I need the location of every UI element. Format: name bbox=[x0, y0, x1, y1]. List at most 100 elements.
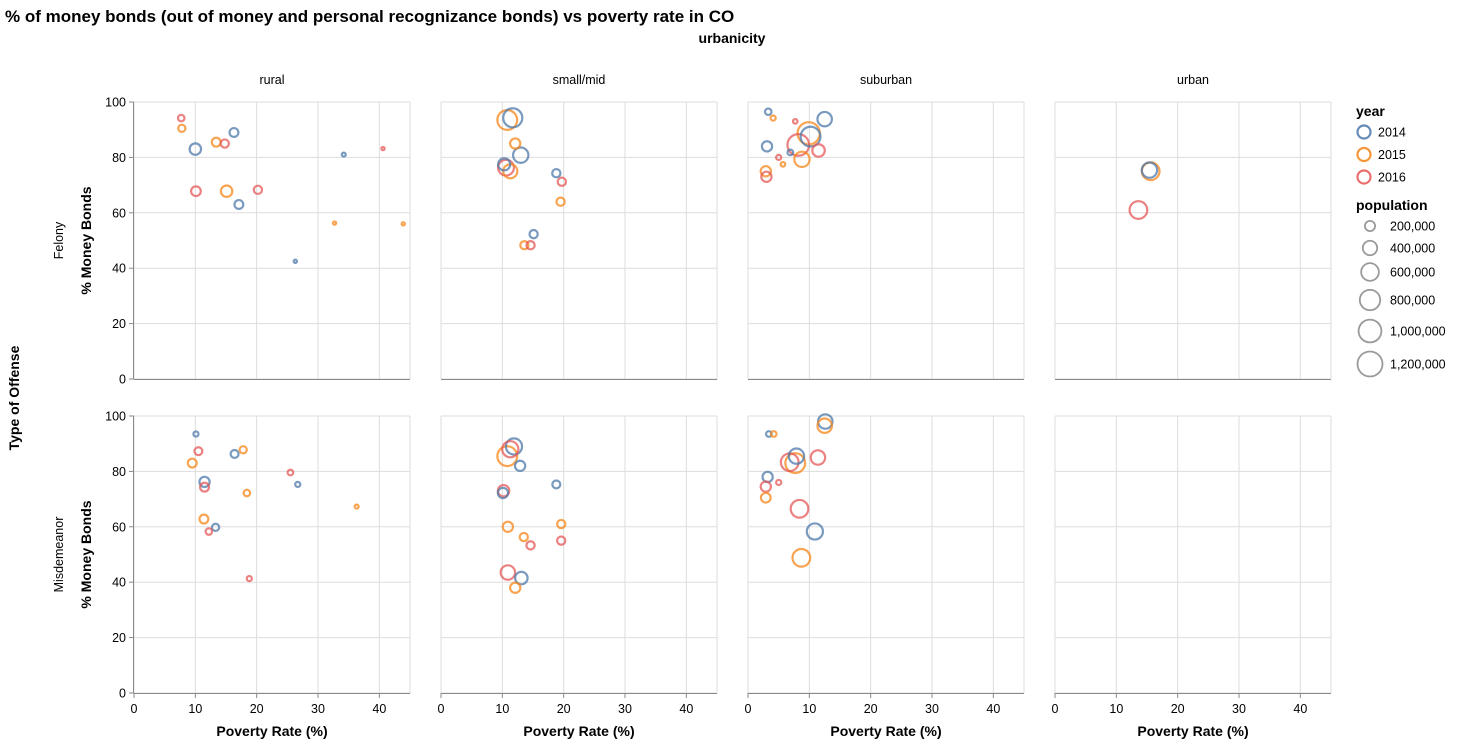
point-2016 bbox=[219, 138, 230, 149]
chart-title: % of money bonds (out of money and perso… bbox=[5, 7, 734, 26]
x-axis-title: Poverty Rate (%) bbox=[523, 723, 634, 739]
y-tick-label: 60 bbox=[112, 206, 126, 220]
point-2014 bbox=[513, 459, 527, 473]
panel-felony-suburban bbox=[747, 101, 1025, 380]
x-tick-label: 10 bbox=[802, 702, 816, 716]
x-tick-label: 0 bbox=[1052, 702, 1059, 716]
legend-size-symbol bbox=[1361, 239, 1379, 257]
column-header-urban: urban bbox=[1177, 73, 1209, 87]
point-2016 bbox=[286, 468, 295, 477]
column-header-small-mid: small/mid bbox=[553, 73, 606, 87]
y-tick-label: 100 bbox=[105, 96, 126, 110]
point-2015 bbox=[238, 445, 248, 455]
row-facet-title: Type of Offense bbox=[6, 345, 22, 450]
point-2016 bbox=[525, 239, 536, 251]
point-2014 bbox=[786, 148, 795, 157]
point-2016 bbox=[791, 118, 799, 125]
point-2015 bbox=[186, 457, 198, 469]
point-2015 bbox=[400, 221, 406, 227]
point-2016 bbox=[245, 574, 253, 583]
legend-size-label: 400,000 bbox=[1390, 242, 1435, 256]
point-2016 bbox=[525, 540, 536, 551]
legend-size-label: 1,200,000 bbox=[1390, 358, 1446, 372]
legend-label-2014: 2014 bbox=[1378, 126, 1406, 140]
y-tick-label: 60 bbox=[112, 520, 126, 534]
point-2014 bbox=[760, 140, 774, 153]
x-tick-label: 30 bbox=[311, 702, 325, 716]
x-tick-label: 40 bbox=[986, 702, 1000, 716]
column-header-suburban: suburban bbox=[860, 73, 912, 87]
legend-size-label: 800,000 bbox=[1390, 294, 1435, 308]
point-2014 bbox=[787, 447, 806, 465]
point-2014 bbox=[188, 142, 203, 156]
legend-size-symbol bbox=[1360, 262, 1380, 282]
point-2014 bbox=[513, 570, 529, 586]
point-2015 bbox=[210, 136, 222, 148]
y-tick-label: 80 bbox=[112, 151, 126, 165]
y-tick-label: 0 bbox=[119, 373, 126, 387]
point-2015 bbox=[555, 518, 567, 530]
legend-symbol-2015 bbox=[1356, 146, 1372, 163]
point-2016 bbox=[252, 184, 264, 196]
point-2014 bbox=[340, 151, 347, 158]
x-tick-label: 40 bbox=[372, 702, 386, 716]
point-2016 bbox=[190, 185, 202, 198]
point-2015 bbox=[331, 220, 338, 226]
x-tick-label: 30 bbox=[1232, 702, 1246, 716]
point-2016 bbox=[759, 480, 772, 493]
point-2016 bbox=[199, 481, 211, 493]
point-2014 bbox=[502, 107, 524, 129]
point-2014 bbox=[805, 522, 825, 541]
x-tick-label: 10 bbox=[188, 702, 202, 716]
x-axis-title: Poverty Rate (%) bbox=[830, 723, 941, 739]
facet-panels: rural small/mid suburban urban Felony % Money… bbox=[52, 73, 1332, 739]
column-header-rural: rural bbox=[259, 73, 284, 87]
x-tick-label: 0 bbox=[438, 702, 445, 716]
legend-size-label: 200,000 bbox=[1390, 220, 1435, 234]
point-2016 bbox=[809, 449, 827, 466]
point-2015 bbox=[509, 581, 522, 594]
point-2015 bbox=[784, 452, 807, 475]
point-2016 bbox=[1128, 200, 1149, 220]
x-axis-title: Poverty Rate (%) bbox=[216, 723, 327, 739]
point-2014 bbox=[229, 448, 240, 460]
y-axis-title: % Money Bonds bbox=[78, 500, 94, 608]
point-2014 bbox=[761, 470, 774, 484]
legend-label-2016: 2016 bbox=[1378, 171, 1406, 185]
panel-misdemeanor-small-mid: 0 10 20 30 40 Poverty Rate (%) bbox=[438, 415, 718, 739]
point-2014 bbox=[192, 430, 200, 438]
point-2016 bbox=[786, 133, 811, 157]
point-2014 bbox=[496, 486, 510, 500]
point-2015 bbox=[242, 488, 252, 498]
point-2016 bbox=[555, 535, 567, 546]
panel-misdemeanor-urban: 0 10 20 30 40 Poverty Rate (%) bbox=[1052, 415, 1332, 739]
point-2014 bbox=[292, 258, 299, 264]
point-2015 bbox=[759, 491, 772, 504]
legend-symbol-2014 bbox=[1356, 124, 1372, 140]
point-2014 bbox=[528, 228, 539, 240]
point-2014 bbox=[294, 480, 302, 489]
point-2014 bbox=[551, 167, 562, 179]
point-2014 bbox=[551, 479, 562, 490]
y-axis-title: % Money Bonds bbox=[78, 186, 94, 294]
point-2015 bbox=[793, 150, 811, 169]
y-tick-label: 100 bbox=[105, 410, 126, 424]
legend-label-2015: 2015 bbox=[1378, 148, 1406, 162]
panel-felony-urban bbox=[1054, 101, 1332, 380]
point-2015 bbox=[496, 445, 519, 468]
point-2015 bbox=[779, 160, 787, 168]
point-2015 bbox=[509, 137, 522, 150]
point-2014 bbox=[504, 437, 524, 456]
point-2015 bbox=[555, 196, 566, 207]
legend-size-symbol bbox=[1356, 350, 1384, 378]
point-2016 bbox=[501, 440, 520, 459]
x-tick-label: 20 bbox=[557, 702, 571, 716]
x-tick-label: 20 bbox=[1171, 702, 1185, 716]
legend: year 2014 2015 2016 population 200,000 400,000… bbox=[1356, 103, 1446, 378]
legend-size-label: 1,000,000 bbox=[1390, 325, 1446, 339]
panel-misdemeanor-suburban: 0 10 20 30 40 Poverty Rate (%) bbox=[745, 415, 1025, 739]
y-tick-label: 0 bbox=[119, 687, 126, 701]
point-2015 bbox=[769, 114, 777, 122]
y-tick-label: 20 bbox=[112, 317, 126, 331]
